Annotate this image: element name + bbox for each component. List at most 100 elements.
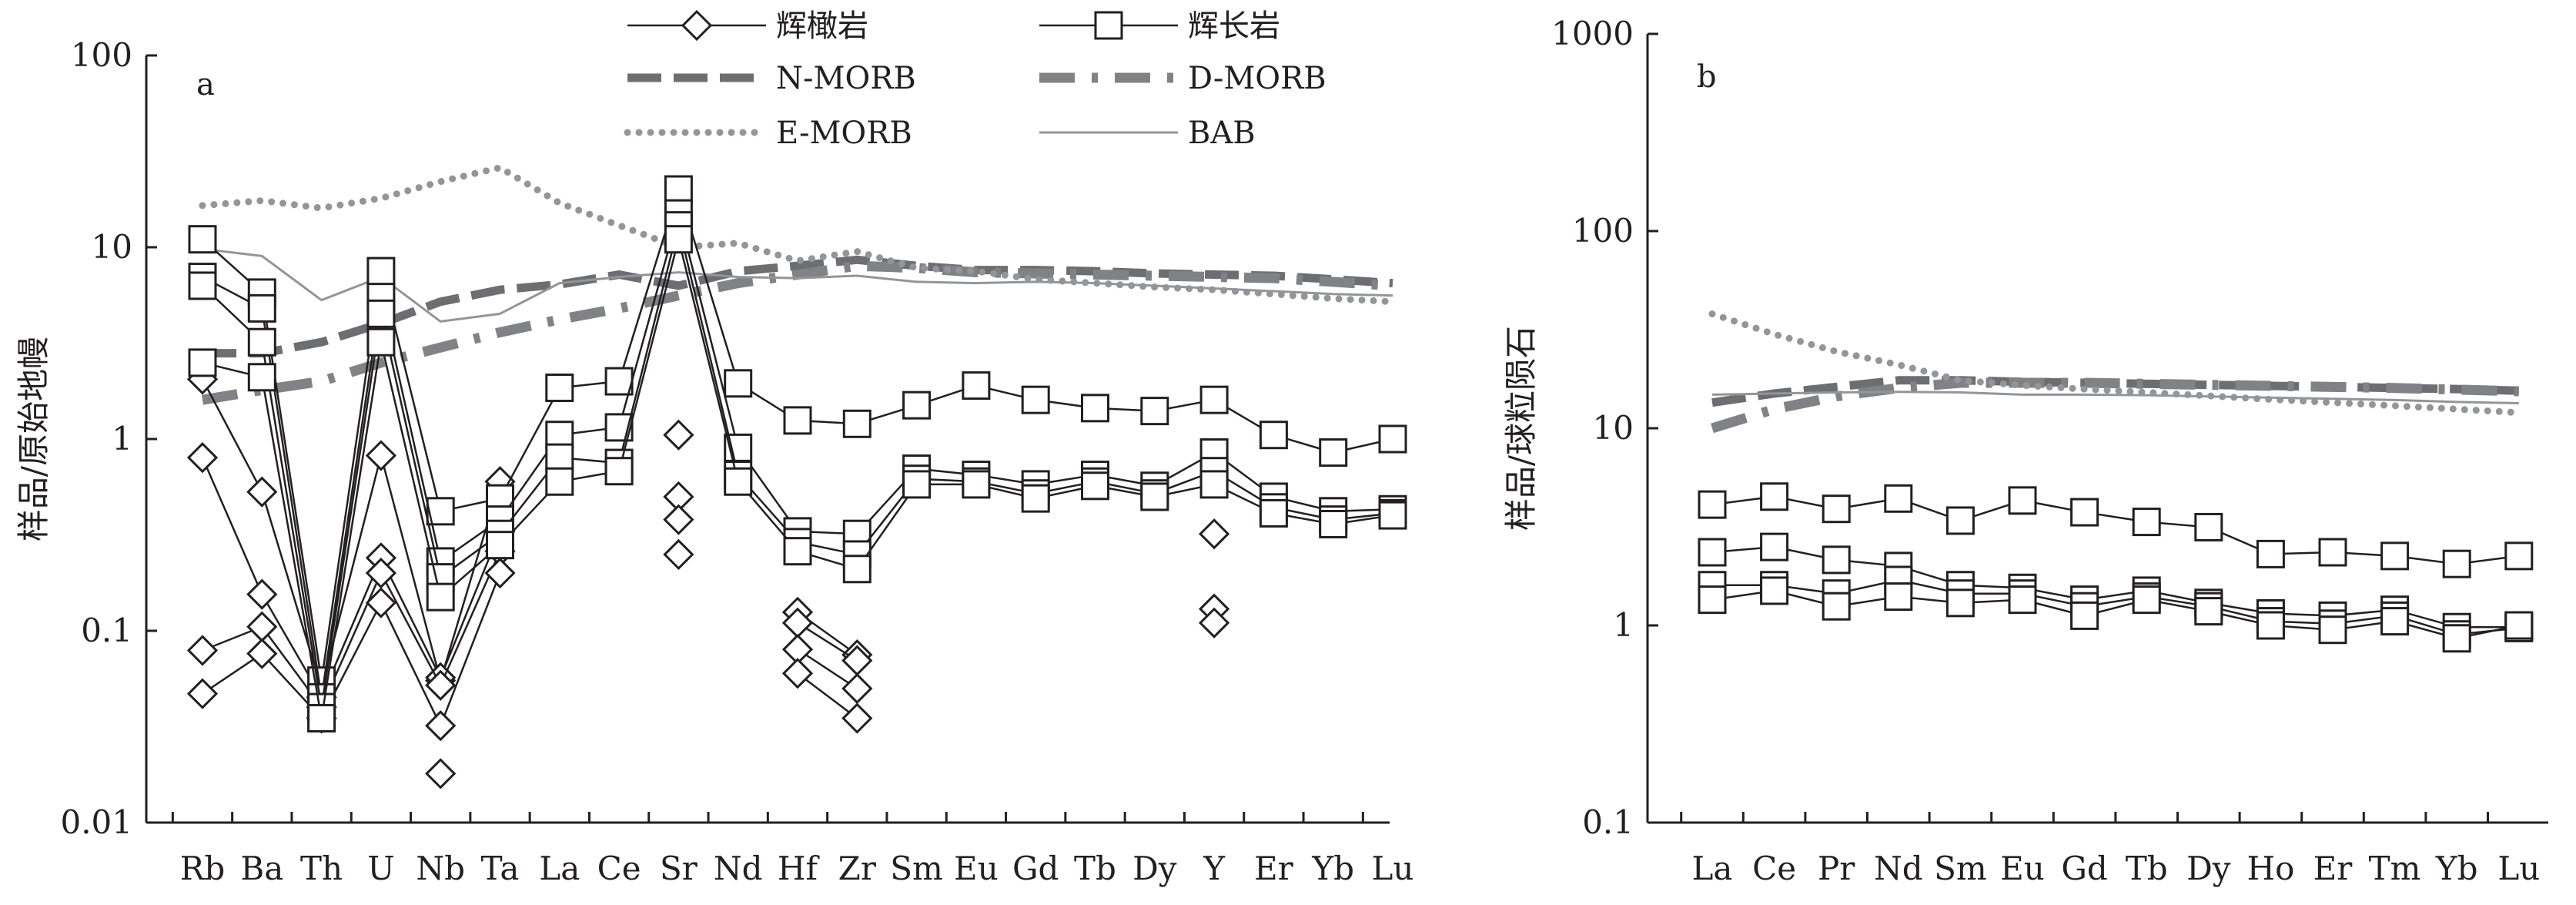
gabbro-marker [1760,576,1789,605]
x-tick-label: Yb [2435,850,2478,887]
gabbro-marker [2504,541,2534,571]
gabbro-marker [783,537,812,566]
gabbro-marker [1199,470,1229,499]
legend-label: N-MORB [776,61,916,96]
gabbro-marker [2194,512,2223,541]
legend-label: E-MORB [776,116,912,151]
y-tick-label: 0.01 [60,803,132,841]
peridotite-marker [365,440,397,471]
chart-panel-a: 0.01 0.1 1 10 100 Rb Ba Th U Nb Ta La Ce Sr Nd Hf Zr Sm Eu… [15,36,1413,887]
gabbro-marker [366,327,396,357]
x-tick-label: Ba [240,850,283,887]
x-tick-label: Eu [2000,850,2045,887]
gabbro-marker [1884,582,1913,612]
gabbro-marker [2132,508,2161,537]
y-tick-label: 10 [92,228,132,266]
x-tick-label: U [367,850,394,887]
gabbro-marker [188,348,217,377]
peridotite-marker [186,442,219,474]
peridotite-marker [663,419,694,451]
gabbro-marker [783,406,812,435]
y-axis-label: 样品/原始地幔 [15,337,52,541]
gabbro-marker [1021,484,1050,513]
peridotite-marker [841,702,873,734]
x-tick-label: Sr [660,850,698,887]
gabbro-marker [842,409,871,438]
gabbro-marker [2256,611,2285,640]
gabbro-marker [1140,397,1169,426]
gabbro-marker [247,363,276,392]
x-tick-label: Er [2313,850,2354,887]
gabbro-marker [1021,385,1050,414]
gabbro-marker [962,470,991,499]
gabbro-marker [1822,494,1851,524]
peridotite-marker [425,669,457,701]
gabbro-marker [366,299,396,328]
peridotite-marker [484,557,516,589]
gabbro-marker [1140,482,1169,511]
legend-square-marker [1094,11,1123,40]
gabbro-marker [2318,538,2347,567]
series-line-n-morb [202,255,1393,358]
series-line-d-morb [1711,377,2519,434]
gabbro-marker [1698,538,1727,567]
x-tick-label: Yb [1311,850,1354,887]
gabbro-marker [247,293,276,323]
gabbro-marker [545,373,574,402]
panel-label: a [196,67,215,102]
gabbro-marker [724,369,753,398]
gabbro-marker [188,271,217,300]
y-axis-label: 样品/球粒陨石 [1502,326,1540,531]
legend-label: 辉橄岩 [776,8,868,44]
gabbro-marker [604,457,634,486]
gabbro-marker [2504,611,2534,640]
gabbro-marker [2442,549,2471,578]
series-line-peridotite [797,672,858,719]
gabbro-marker [426,582,455,612]
gabbro-marker [1945,506,1975,535]
x-tick-label: Lu [2497,850,2540,887]
peridotite-marker [663,538,694,571]
gabbro-marker [724,467,753,496]
y-tick-label: 1 [1613,606,1634,644]
gabbro-marker [2380,607,2410,636]
gabbro-marker [1259,498,1288,528]
gabbro-marker [307,704,336,733]
y-tick-label: 0.1 [81,612,132,649]
gabbro-marker [1319,509,1348,538]
series-line-bab [1711,390,2519,404]
gabbro-marker [1698,585,1727,615]
gabbro-marker [1884,484,1913,513]
series-line-peridotite [797,649,858,690]
legend-label: BAB [1188,116,1256,151]
gabbro-marker [545,443,574,472]
y-tick-label: 0.1 [1582,803,1634,841]
peridotite-marker [1198,607,1230,639]
gabbro-marker [1259,421,1288,450]
peridotite-marker [246,638,278,669]
peridotite-marker [365,587,397,618]
gabbro-marker [2442,624,2471,653]
peridotite-marker [663,504,694,535]
gabbro-marker [247,327,276,357]
x-tick-label: Zr [838,850,877,887]
gabbro-marker [1698,490,1727,519]
peridotite-marker [246,476,278,508]
x-tick-label: Rb [180,850,226,887]
x-tick-label: Pr [1818,850,1855,887]
x-tick-label: Eu [954,850,999,887]
x-tick-label: Nd [714,850,763,887]
x-tick-label: Ho [2246,850,2294,887]
x-tick-label: Tb [1074,850,1116,887]
x-tick-label: Ce [597,850,641,887]
legend-label: D-MORB [1188,61,1326,96]
series-line-peridotite [202,572,501,729]
chart-panel-b: 0.1 1 10 100 1000 La Ce Pr Nd Sm Eu Gd Tb Dy Ho Er Tm Yb L… [1502,15,2548,887]
x-tick-label: Nd [1874,850,1923,887]
gabbro-marker [604,367,634,396]
gabbro-marker [842,555,871,584]
panel-label: b [1697,59,1717,95]
x-tick-label: Hf [778,850,821,887]
gabbro-marker [2132,585,2161,615]
